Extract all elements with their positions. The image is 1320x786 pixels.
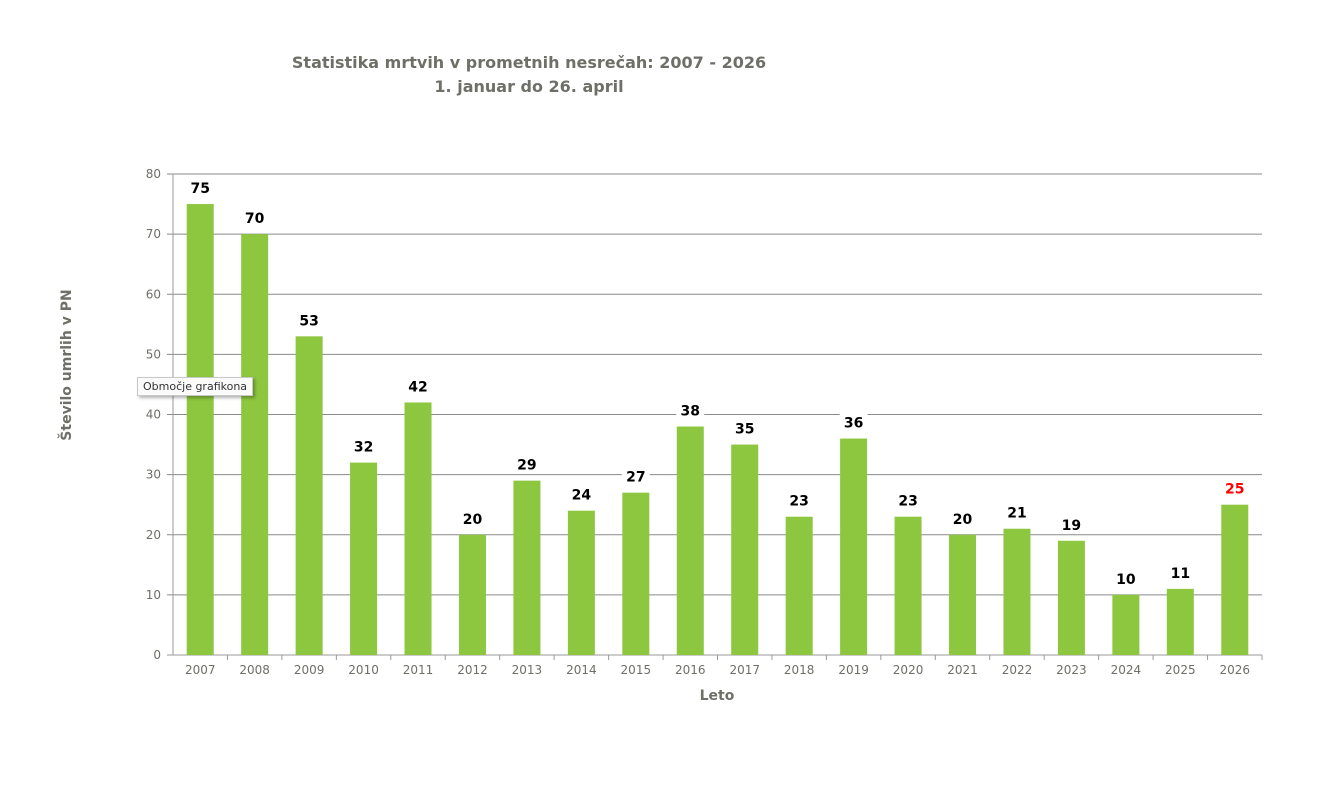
x-tick-label: 2007: [185, 663, 216, 677]
data-label: 32: [354, 440, 373, 456]
y-tick-label: 10: [146, 588, 161, 602]
data-label: 10: [1116, 572, 1136, 588]
data-label: 75: [190, 181, 209, 197]
bar: [458, 534, 486, 655]
x-tick-label: 2011: [403, 663, 434, 677]
data-label-background: [839, 413, 868, 432]
bar: [1166, 588, 1194, 655]
data-label: 21: [1007, 506, 1026, 522]
bar: [676, 426, 704, 655]
bar: [513, 480, 541, 655]
data-label-background: [295, 311, 324, 330]
x-tick-label: 2024: [1111, 663, 1142, 677]
x-tick-label: 2014: [566, 663, 597, 677]
data-label-background: [1002, 503, 1031, 522]
data-label-background: [458, 509, 487, 528]
data-label-background: [894, 491, 923, 510]
bar: [350, 462, 378, 655]
bar: [840, 438, 868, 655]
x-tick-label: 2026: [1220, 663, 1251, 677]
bar: [186, 204, 214, 655]
x-tick-label: 2017: [729, 663, 760, 677]
data-label: 11: [1171, 566, 1190, 582]
data-label-background: [512, 455, 541, 474]
x-tick-label: 2025: [1165, 663, 1196, 677]
x-tick-label: 2023: [1056, 663, 1087, 677]
y-tick-label: 20: [146, 528, 161, 542]
bar: [622, 492, 650, 655]
x-tick-label: 2022: [1002, 663, 1033, 677]
data-label: 19: [1062, 518, 1081, 534]
data-label: 23: [898, 494, 917, 510]
chart-subtitle: 1. januar do 26. april: [434, 77, 624, 96]
data-label-background: [1220, 479, 1249, 498]
data-label-background: [404, 377, 433, 396]
data-label: 29: [517, 458, 536, 474]
x-tick-label: 2013: [512, 663, 543, 677]
data-label: 35: [735, 422, 754, 438]
data-label-background: [621, 467, 650, 486]
x-tick-label: 2016: [675, 663, 706, 677]
data-label-background: [785, 491, 814, 510]
data-label: 36: [844, 416, 863, 432]
x-tick-label: 2010: [348, 663, 379, 677]
x-tick-label: 2019: [838, 663, 869, 677]
data-label: 27: [626, 470, 645, 486]
y-axis-label: Število umrlih v PN: [57, 289, 75, 440]
data-label-background: [676, 401, 705, 420]
y-tick-label: 80: [146, 167, 161, 181]
bar: [567, 510, 595, 655]
data-label-background: [1166, 563, 1195, 582]
data-label: 42: [408, 379, 427, 395]
y-tick-label: 50: [146, 347, 161, 361]
x-axis-label: Leto: [700, 688, 735, 704]
bar: [949, 534, 977, 655]
y-tick-label: 70: [146, 227, 161, 241]
x-tick-label: 2020: [893, 663, 924, 677]
x-tick-label: 2015: [621, 663, 652, 677]
x-tick-label: 2021: [947, 663, 978, 677]
y-tick-label: 60: [146, 287, 161, 301]
data-label-background: [1057, 515, 1086, 534]
data-label: 24: [572, 488, 592, 504]
x-tick-label: 2008: [239, 663, 270, 677]
data-label-background: [186, 179, 215, 198]
x-tick-label: 2018: [784, 663, 815, 677]
bar: [731, 444, 759, 655]
chart-title: Statistika mrtvih v prometnih nesrečah: …: [291, 53, 767, 72]
bar: [404, 402, 432, 655]
data-label: 20: [953, 512, 973, 528]
data-label-background: [1111, 569, 1140, 588]
data-label: 23: [789, 494, 808, 510]
data-label: 20: [463, 512, 483, 528]
data-label: 70: [245, 211, 265, 227]
data-label-background: [567, 485, 596, 504]
data-label-background: [240, 209, 269, 228]
bar: [894, 516, 922, 655]
bar: [1003, 528, 1031, 655]
chart-area-tooltip: Območje grafikona: [137, 377, 254, 396]
bar: [295, 336, 323, 655]
data-label-background: [948, 509, 977, 528]
y-tick-label: 30: [146, 468, 161, 482]
bar: [241, 234, 269, 655]
bar: [1221, 504, 1249, 655]
data-label: 25: [1225, 482, 1244, 498]
data-label: 38: [681, 404, 700, 420]
bar: [785, 516, 813, 655]
y-tick-label: 40: [146, 408, 161, 422]
bar: [1112, 594, 1140, 655]
x-tick-label: 2012: [457, 663, 488, 677]
bar: [1057, 540, 1085, 655]
y-tick-label: 0: [153, 648, 161, 662]
data-label-background: [349, 437, 378, 456]
data-label-background: [730, 419, 759, 438]
data-label: 53: [299, 313, 318, 329]
x-tick-label: 2009: [294, 663, 325, 677]
